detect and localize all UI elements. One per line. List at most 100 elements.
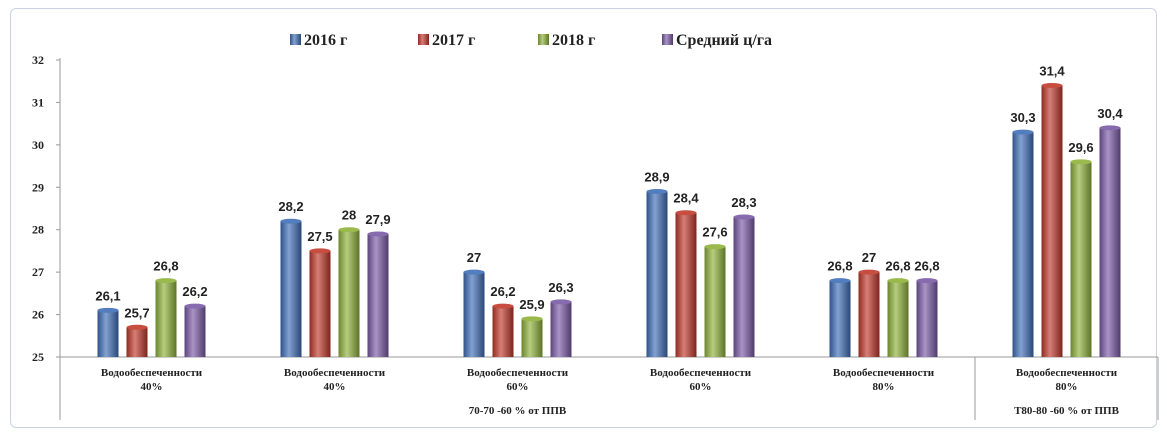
bar-top <box>829 278 851 284</box>
bar-top <box>309 248 331 254</box>
chart-frame <box>10 8 1157 428</box>
bar-top <box>1012 129 1034 135</box>
data-label: 27,5 <box>307 229 332 244</box>
data-label: 29,6 <box>1068 140 1093 155</box>
data-label: 28,4 <box>673 191 699 206</box>
x-tick-label: Водообеспеченности <box>467 367 569 379</box>
x-tick-label: 40% <box>324 381 346 393</box>
bar-top <box>126 324 148 330</box>
bar <box>916 280 938 357</box>
bar-top <box>492 303 514 309</box>
y-tick-label: 26 <box>32 308 44 322</box>
legend-swatch <box>662 34 673 45</box>
bar <box>829 280 851 357</box>
bar <box>367 233 389 357</box>
bar <box>1012 132 1034 357</box>
bar-top <box>646 189 668 195</box>
bar <box>492 306 514 357</box>
data-label: 31,4 <box>1039 63 1065 78</box>
bar <box>1099 127 1121 357</box>
x-tick-label: 40% <box>141 381 163 393</box>
bar-top <box>1070 159 1092 165</box>
x-tick-label: 60% <box>690 381 712 393</box>
data-label: 28,9 <box>644 170 669 185</box>
bar-top <box>521 316 543 322</box>
bar-top <box>463 269 485 275</box>
x-tick-label: Водообеспеченности <box>650 367 752 379</box>
bar <box>338 229 360 357</box>
bar <box>887 280 909 357</box>
bar-top <box>97 307 119 313</box>
data-label: 26,8 <box>153 259 178 274</box>
group-label: Т80-80 -60 % от ППВ <box>1014 405 1120 417</box>
data-label: 25,9 <box>519 297 544 312</box>
x-tick-label: 60% <box>507 381 529 393</box>
data-label: 30,4 <box>1097 106 1123 121</box>
x-tick-label: Водообеспеченности <box>101 367 203 379</box>
group-label: 70-70 -60 % от ППВ <box>469 405 567 417</box>
data-label: 25,7 <box>124 305 149 320</box>
legend-label: 2016 г <box>304 32 347 49</box>
x-tick-label: 80% <box>873 381 895 393</box>
data-label: 27 <box>467 250 481 265</box>
data-label: 26,2 <box>182 284 207 299</box>
bar <box>521 318 543 357</box>
data-label: 28,3 <box>731 195 756 210</box>
bar <box>858 272 880 357</box>
bar <box>126 327 148 357</box>
bar <box>97 310 119 357</box>
data-label: 26,2 <box>490 284 515 299</box>
x-tick-label: Водообеспеченности <box>284 367 386 379</box>
bar-top <box>675 210 697 216</box>
bar <box>704 246 726 357</box>
data-label: 30,3 <box>1010 110 1035 125</box>
bar-top <box>1099 125 1121 131</box>
y-tick-label: 30 <box>32 138 44 152</box>
bar <box>733 216 755 357</box>
data-label: 27,9 <box>365 212 390 227</box>
bar <box>1041 85 1063 357</box>
bar-top <box>338 227 360 233</box>
x-tick-label: 80% <box>1056 381 1078 393</box>
bar <box>184 306 206 357</box>
bar <box>280 221 302 357</box>
x-tick-label: Водообеспеченности <box>833 367 935 379</box>
data-label: 28 <box>342 208 356 223</box>
bar <box>155 280 177 357</box>
data-label: 27,6 <box>702 225 727 240</box>
data-label: 27 <box>862 250 876 265</box>
legend-label: 2017 г <box>432 32 475 49</box>
bar <box>550 301 572 357</box>
bar-top <box>733 214 755 220</box>
bar-top <box>280 218 302 224</box>
data-label: 26,8 <box>914 259 939 274</box>
y-tick-label: 28 <box>32 223 44 237</box>
legend-swatch <box>538 34 549 45</box>
bar-top <box>916 278 938 284</box>
bar <box>646 191 668 357</box>
bar-top <box>155 278 177 284</box>
data-label: 26,3 <box>548 280 573 295</box>
data-label: 26,8 <box>827 259 852 274</box>
bar-top <box>887 278 909 284</box>
y-tick-label: 31 <box>32 95 44 109</box>
y-tick-label: 25 <box>32 350 44 364</box>
bar-top <box>858 269 880 275</box>
bar-top <box>367 231 389 237</box>
legend-label: Средний ц/га <box>676 32 772 49</box>
data-label: 28,2 <box>278 199 303 214</box>
data-label: 26,1 <box>95 288 120 303</box>
bar <box>1070 161 1092 357</box>
legend-swatch <box>418 34 429 45</box>
data-label: 26,8 <box>885 259 910 274</box>
bar-top <box>704 244 726 250</box>
y-tick-label: 32 <box>32 53 44 67</box>
bar-top <box>550 299 572 305</box>
bar <box>675 212 697 357</box>
x-tick-label: Водообеспеченности <box>1016 367 1118 379</box>
legend-swatch <box>290 34 301 45</box>
y-tick-label: 29 <box>32 180 44 194</box>
bar-top <box>184 303 206 309</box>
bar <box>463 272 485 357</box>
